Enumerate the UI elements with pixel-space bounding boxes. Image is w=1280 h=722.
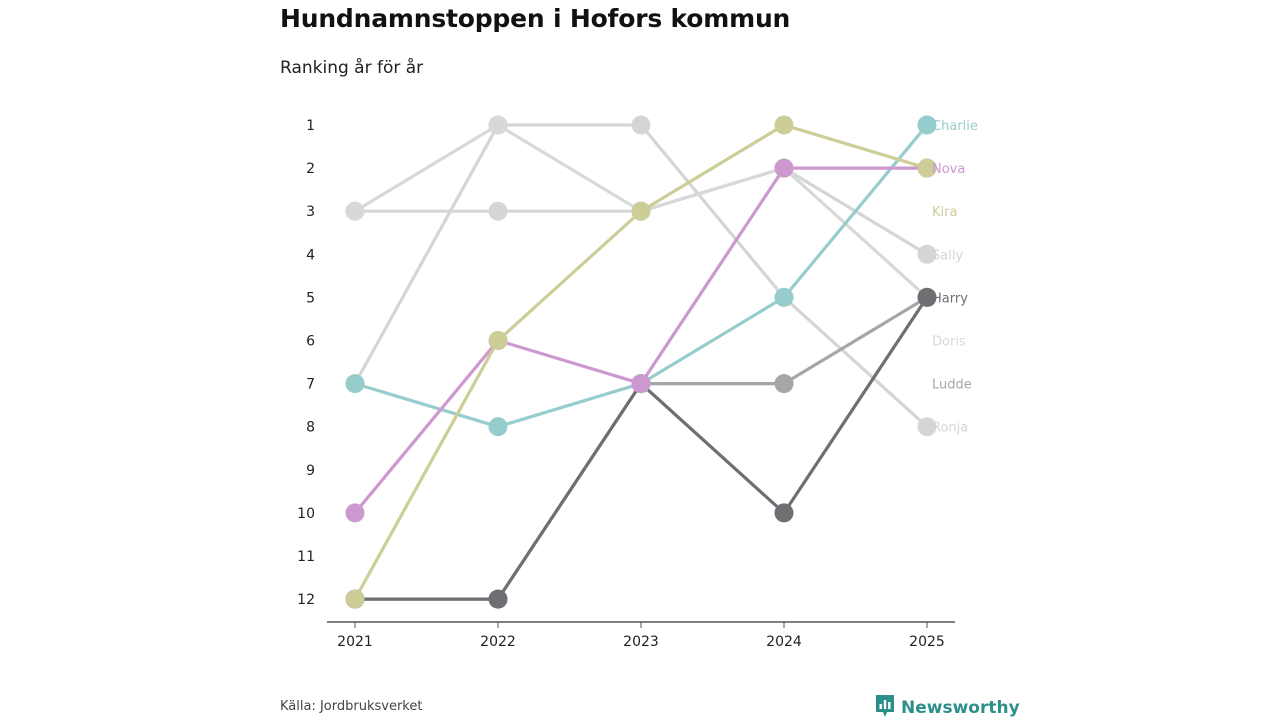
series-label-harry: Harry: [932, 291, 968, 306]
point-sally-2025: [917, 244, 937, 264]
series-line-kira: [353, 123, 929, 601]
point-kira-2024: [774, 115, 794, 135]
newsworthy-logo-icon: [875, 694, 895, 722]
chart-title: Hundnamnstoppen i Hofors kommun: [280, 4, 791, 33]
series-label-doris: Doris: [932, 335, 966, 350]
point-harry-2022: [488, 589, 508, 609]
series-line-harry: [353, 295, 929, 601]
series-end-labels: Sally Ronja Doris Ludde Harry Charlie Nova Kira: [932, 119, 978, 436]
brand-name: Newsworthy: [901, 698, 1020, 718]
point-kira-2022: [488, 331, 508, 350]
point-ronja-2023: [631, 115, 651, 135]
y-tick-label: 8: [306, 420, 315, 436]
point-doris-2022: [488, 115, 508, 135]
y-tick-label: 2: [306, 161, 315, 177]
series-markers: [345, 115, 937, 609]
series-label-charlie: Charlie: [932, 119, 978, 134]
x-tick-label: 2024: [766, 634, 802, 650]
point-charlie-2021: [345, 374, 365, 394]
y-tick-label: 6: [306, 334, 315, 350]
series-label-kira: Kira: [932, 205, 957, 220]
point-kira-2023: [631, 201, 651, 221]
series-label-sally: Sally: [932, 248, 963, 263]
point-sally-2022: [488, 201, 508, 221]
point-kira-2025: [917, 158, 937, 178]
x-tick-label: 2025: [909, 634, 945, 650]
y-tick-label: 5: [306, 290, 315, 306]
series-label-nova: Nova: [932, 162, 965, 177]
point-harry-2024: [774, 503, 794, 523]
x-axis: 2021 2022 2023 2024 2025: [327, 621, 955, 650]
series-lines: [353, 123, 929, 601]
series-label-ludde: Ludde: [932, 378, 972, 393]
point-ronja-2025: [917, 417, 937, 437]
x-tick-label: 2023: [623, 634, 659, 650]
y-tick-label: 11: [297, 549, 315, 565]
series-line-ludde: [353, 295, 929, 601]
y-tick-label: 9: [306, 463, 315, 479]
point-nova-2021: [345, 503, 365, 523]
point-charlie-2025: [917, 115, 937, 135]
chart-subtitle: Ranking år för år: [280, 58, 424, 78]
point-charlie-2022: [488, 417, 508, 437]
point-ludde-2024: [774, 374, 794, 394]
brand-logo[interactable]: Newsworthy: [875, 694, 1020, 722]
y-tick-label: 3: [306, 204, 315, 220]
point-nova-2024: [774, 158, 794, 178]
y-tick-label: 7: [306, 377, 315, 393]
point-doris-2021: [345, 201, 365, 221]
point-nova-2023: [631, 374, 651, 394]
y-tick-label: 10: [297, 506, 315, 522]
x-tick-label: 2022: [480, 634, 516, 650]
point-harry-2025: [917, 287, 937, 307]
y-tick-label: 4: [306, 247, 315, 263]
y-tick-label: 1: [306, 118, 315, 134]
point-charlie-2024: [774, 287, 794, 307]
point-kira-2021: [345, 589, 365, 609]
y-tick-label: 12: [297, 592, 315, 608]
series-label-ronja: Ronja: [932, 421, 968, 436]
source-note: Källa: Jordbruksverket: [280, 699, 423, 714]
x-tick-label: 2021: [337, 634, 373, 650]
